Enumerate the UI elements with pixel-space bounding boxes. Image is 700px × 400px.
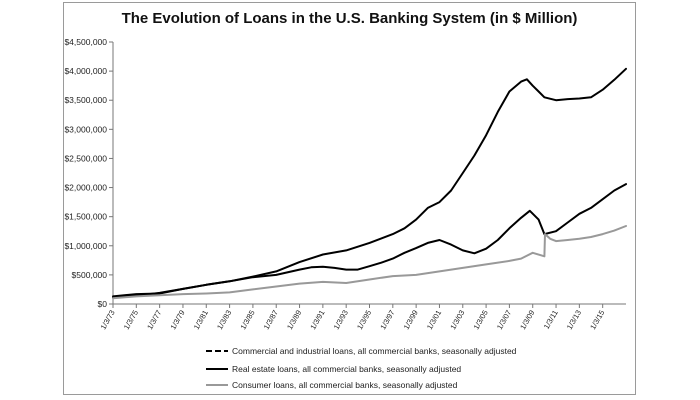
legend-entry-commercial-label: Commercial and industrial loans, all com… xyxy=(232,346,517,356)
x-tick-label: 1/3/05 xyxy=(472,309,490,332)
x-tick-label: 1/3/83 xyxy=(215,309,233,332)
x-tick-label: 1/3/89 xyxy=(285,309,303,332)
y-tick-label: $4,000,000 xyxy=(64,66,107,76)
x-tick-label: 1/3/01 xyxy=(425,309,443,332)
x-tick-label: 1/3/11 xyxy=(542,309,560,331)
y-tick-label: $0 xyxy=(98,299,108,309)
x-tick-label: 1/3/75 xyxy=(122,309,140,332)
x-tick-label: 1/3/03 xyxy=(448,309,466,332)
x-tick-label: 1/3/87 xyxy=(262,309,280,332)
x-tick-label: 1/3/95 xyxy=(355,309,373,332)
x-tick-label: 1/3/73 xyxy=(99,309,117,332)
x-tick-label: 1/3/99 xyxy=(402,309,420,332)
x-tick-label: 1/3/13 xyxy=(565,309,583,332)
real-estate-loans-line xyxy=(112,67,627,299)
y-tick-label: $1,500,000 xyxy=(64,212,107,222)
y-tick-label: $3,000,000 xyxy=(64,124,107,134)
y-tick-label: $3,500,000 xyxy=(64,95,107,105)
legend-entry-consumer-label: Consumer loans, all commercial banks, se… xyxy=(232,380,458,390)
y-tick-label: $2,000,000 xyxy=(64,183,107,193)
y-tick-label: $500,000 xyxy=(72,270,108,280)
x-tick-label: 1/3/85 xyxy=(238,309,256,332)
x-tick-label: 1/3/15 xyxy=(588,309,606,332)
x-tick-label: 1/3/07 xyxy=(495,308,513,331)
y-tick-label: $2,500,000 xyxy=(64,153,107,163)
chart-frame xyxy=(63,2,636,395)
x-tick-label: 1/3/77 xyxy=(145,309,163,332)
y-tick-label: $1,000,000 xyxy=(64,241,107,251)
legend-entry-real-estate-label: Real estate loans, all commercial banks,… xyxy=(232,364,461,374)
x-tick-label: 1/3/91 xyxy=(308,309,326,332)
y-tick-label: $4,500,000 xyxy=(64,37,107,47)
x-tick-label: 1/3/81 xyxy=(192,309,210,332)
x-tick-label: 1/3/79 xyxy=(168,309,186,332)
commercial-industrial-loans-line xyxy=(112,183,627,298)
x-tick-label: 1/3/93 xyxy=(332,309,350,332)
chart-title: The Evolution of Loans in the U.S. Banki… xyxy=(121,10,578,27)
consumer-loans-line xyxy=(112,225,627,300)
x-tick-label: 1/3/09 xyxy=(518,309,536,332)
x-tick-label: 1/3/97 xyxy=(378,309,396,332)
